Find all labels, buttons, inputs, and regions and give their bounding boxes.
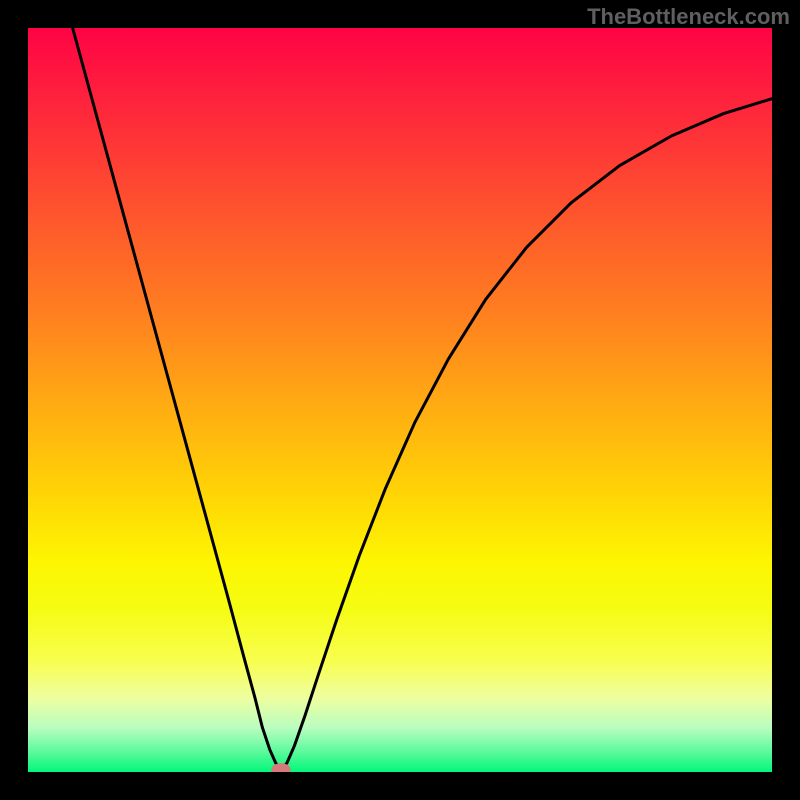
chart-container: TheBottleneck.com <box>0 0 800 800</box>
chart-background <box>28 28 772 772</box>
bottleneck-chart <box>0 0 800 800</box>
watermark-text: TheBottleneck.com <box>587 4 790 30</box>
